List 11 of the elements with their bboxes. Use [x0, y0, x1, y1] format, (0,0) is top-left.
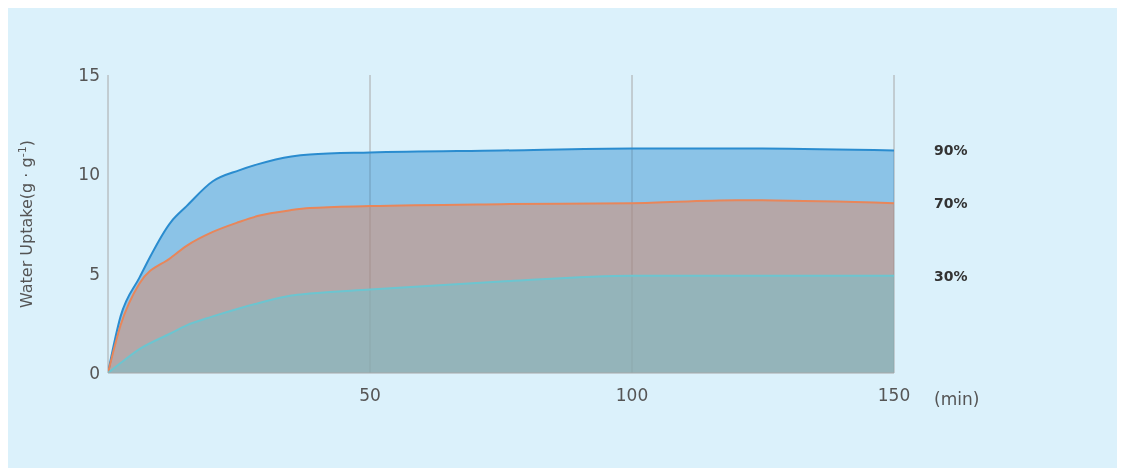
- x-axis-title: (min): [934, 389, 980, 409]
- text: 30%: [934, 267, 968, 284]
- y-tick-label: 5: [89, 263, 100, 284]
- y-tick-label: 15: [78, 65, 100, 86]
- x-tick-label: 100: [615, 385, 649, 406]
- text: 90%: [934, 142, 968, 159]
- text: 70%: [934, 195, 968, 212]
- x-tick-label: 50: [359, 385, 381, 406]
- x-tick-label: 150: [877, 385, 911, 406]
- y-tick-label: 0: [89, 363, 100, 384]
- y-tick-label: 10: [78, 164, 100, 185]
